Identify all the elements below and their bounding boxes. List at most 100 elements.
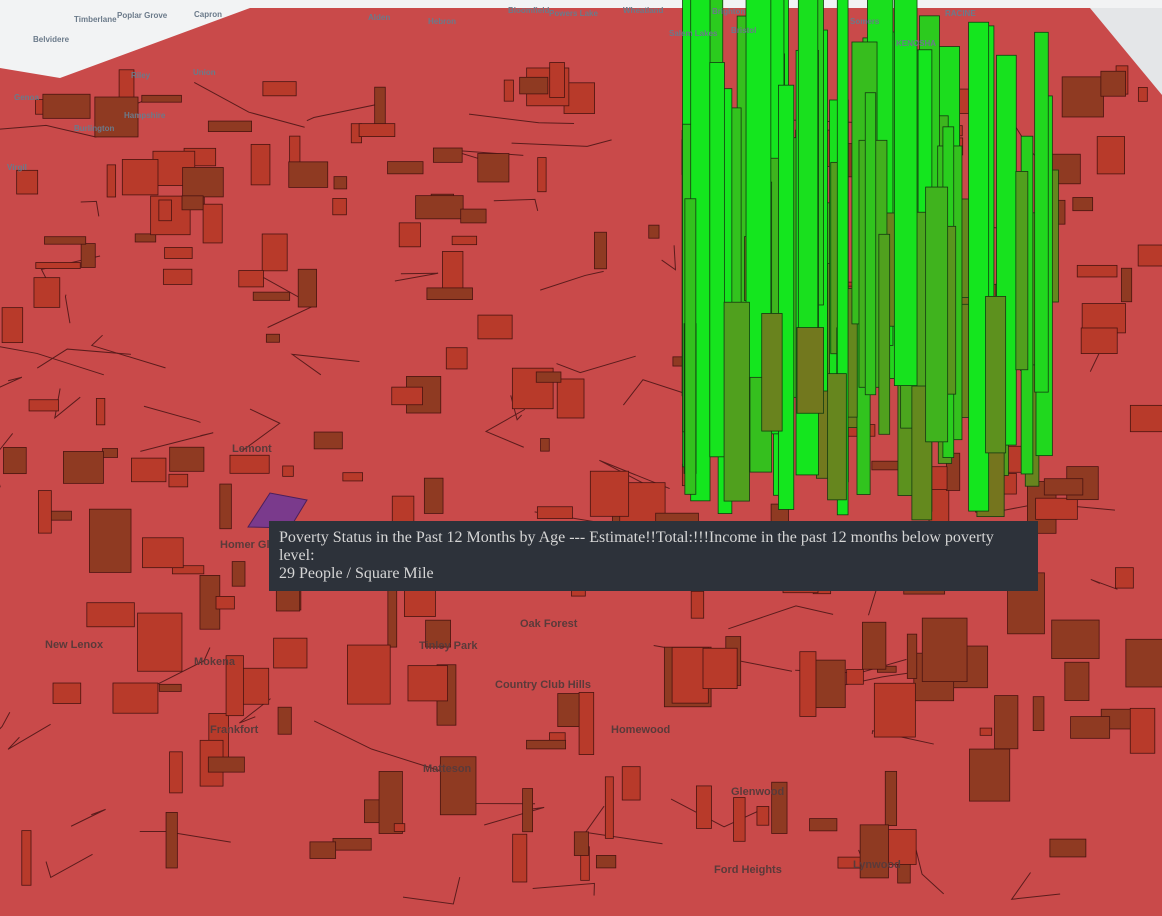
extrusion: [387, 161, 424, 175]
tract-boundary: [147, 647, 211, 690]
extrusion: [265, 333, 280, 343]
extrusion: [460, 208, 487, 224]
extrusion: [1137, 87, 1148, 102]
place-label: Homewood: [611, 724, 670, 736]
extrusion: [556, 378, 585, 419]
tract-boundary: [70, 808, 106, 827]
extrusion: [906, 633, 918, 679]
tooltip-value: 29 People / Square Mile: [279, 565, 434, 582]
tract-boundary: [394, 272, 439, 282]
extrusion: [342, 472, 363, 482]
basemap-label: Brighton: [712, 7, 745, 16]
extrusion: [112, 682, 159, 714]
extrusion: [1115, 567, 1134, 589]
extrusion: [35, 262, 81, 269]
extrusion: [347, 644, 391, 705]
extrusion: [862, 621, 887, 670]
basemap-label: Salem Lakes: [669, 29, 718, 38]
extrusion: [884, 770, 898, 826]
basemap-label: Somers: [850, 17, 880, 26]
extrusion: [1032, 696, 1045, 732]
extrusion: [171, 565, 205, 575]
extrusion-high: [796, 327, 824, 414]
extrusion: [1, 307, 24, 344]
extrusion: [262, 81, 297, 97]
extrusion: [1064, 661, 1090, 701]
extrusion: [1100, 70, 1126, 97]
extrusion: [425, 619, 451, 648]
extrusion: [1061, 76, 1104, 118]
extrusion: [238, 270, 264, 288]
basemap-label: Timberlane: [74, 15, 117, 24]
tract-boundary: [239, 698, 271, 724]
basemap-label: RACINE: [945, 9, 976, 18]
extrusion: [799, 651, 817, 717]
tract-boundary: [468, 113, 575, 125]
tract-boundary: [45, 853, 93, 879]
extrusion: [859, 824, 889, 879]
tooltip-title: Poverty Status in the Past 12 Months by …: [279, 529, 994, 564]
place-label: Frankfort: [210, 724, 259, 736]
extrusion-high: [985, 295, 1007, 454]
extrusion: [137, 612, 183, 672]
tract-boundary: [484, 806, 545, 826]
extrusion: [3, 447, 27, 475]
extrusion: [873, 682, 916, 738]
tract-boundary: [143, 405, 201, 423]
place-label: Genoa: [14, 93, 39, 102]
extrusion: [537, 157, 547, 193]
extrusion-high: [864, 92, 877, 396]
extrusion: [522, 788, 533, 833]
labels: Timberlane Poplar Grove Capron Belvidere Ald…: [7, 6, 976, 876]
extrusion-high: [836, 0, 849, 516]
extrusion: [42, 93, 91, 119]
extrusion: [391, 386, 423, 406]
extrusion: [1129, 404, 1162, 433]
extrusion: [141, 94, 182, 103]
extrusion: [442, 251, 464, 291]
tract-boundary: [511, 139, 612, 147]
extrusion: [535, 371, 562, 383]
place-label: Burlington: [74, 124, 115, 133]
extrusion: [250, 143, 271, 186]
extrusion: [1072, 197, 1094, 212]
tooltip: Poverty Status in the Past 12 Months by …: [269, 521, 1038, 591]
extrusion: [398, 222, 421, 248]
extrusion-high: [797, 0, 819, 372]
extrusion: [38, 490, 52, 534]
extrusion: [695, 785, 712, 829]
basemap-label: Wheatland: [623, 6, 664, 15]
extrusion: [423, 477, 444, 514]
extrusion: [604, 776, 614, 839]
tract-boundary: [540, 270, 604, 291]
tract-boundary: [0, 124, 97, 138]
place-label: Oak Forest: [520, 618, 578, 630]
tract-boundary: [871, 730, 934, 745]
extrusion: [207, 756, 245, 773]
extrusion: [313, 431, 343, 450]
extrusion: [512, 833, 528, 883]
extrusion-high: [684, 198, 697, 495]
extrusion-high: [778, 84, 795, 510]
extrusion-high: [968, 21, 990, 512]
extrusion: [207, 120, 252, 133]
extrusion: [578, 692, 595, 755]
extrusion: [979, 727, 993, 736]
extrusion: [28, 399, 59, 412]
extrusion: [387, 587, 398, 648]
extrusion: [182, 167, 224, 198]
extrusion: [445, 347, 468, 370]
tract-boundary: [402, 876, 461, 905]
basemap-label: Poplar Grove: [117, 11, 168, 20]
extrusion: [297, 268, 317, 308]
extrusion: [168, 473, 189, 488]
extrusion: [252, 291, 291, 301]
extrusion: [121, 159, 159, 196]
tract-boundary: [728, 605, 834, 630]
extrusion: [1035, 497, 1078, 520]
tract-boundary: [532, 882, 595, 896]
extrusion: [393, 823, 406, 832]
tract-boundary: [670, 798, 768, 828]
